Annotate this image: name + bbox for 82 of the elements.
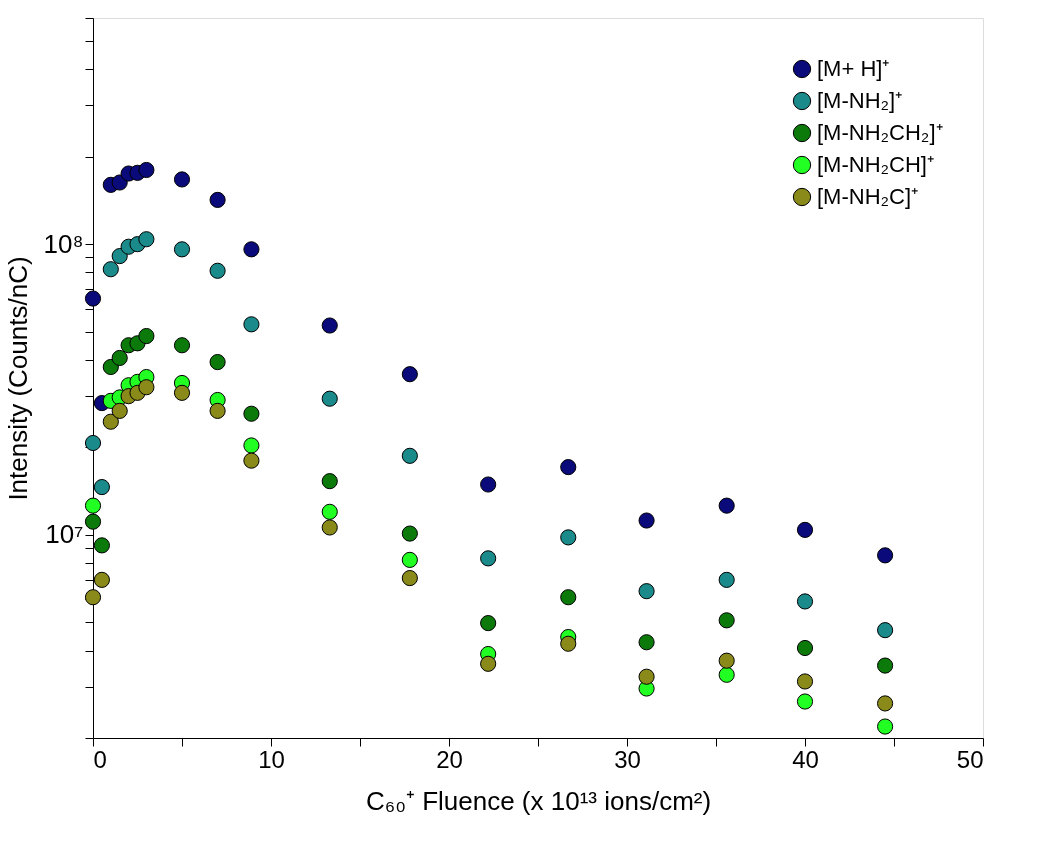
point	[111, 174, 128, 191]
point	[796, 693, 814, 710]
y-axis-title: Intensity (Counts/nC)	[2, 256, 33, 501]
point	[138, 379, 155, 396]
point	[209, 191, 226, 208]
x-tick-label: 10	[258, 745, 285, 773]
point	[877, 718, 894, 735]
point	[796, 639, 814, 657]
point	[173, 384, 191, 401]
x-tick-label: 20	[436, 745, 463, 773]
point	[138, 161, 155, 179]
point	[84, 290, 102, 307]
point	[321, 503, 338, 520]
point	[560, 635, 577, 652]
x-tick-label: 40	[792, 745, 819, 773]
x-tick-label: 30	[614, 745, 641, 773]
point	[173, 241, 191, 258]
point	[560, 589, 577, 606]
point	[796, 593, 814, 610]
point	[93, 537, 110, 554]
point	[480, 476, 497, 493]
point	[138, 327, 155, 345]
point	[638, 583, 655, 600]
x-tick-label: 50	[956, 745, 984, 773]
point	[877, 695, 894, 712]
point	[718, 571, 735, 588]
legend-label: [M-NH₂CH]⁺	[817, 152, 934, 177]
x-axis-title: C₆₀⁺ Fluence (x 10¹³ ions/cm²)	[365, 785, 712, 816]
point	[480, 655, 497, 672]
point	[138, 231, 155, 248]
point	[401, 447, 418, 464]
point	[718, 612, 735, 629]
x-tick-label: 0	[93, 745, 107, 773]
point	[796, 673, 814, 690]
point	[480, 615, 497, 632]
point	[401, 551, 418, 568]
point	[173, 171, 191, 188]
point	[560, 529, 577, 546]
point	[243, 316, 260, 333]
point	[102, 413, 119, 430]
point	[877, 657, 894, 674]
point	[401, 570, 418, 587]
y-tick-label: 10⁸	[43, 228, 84, 259]
point	[243, 437, 260, 454]
legend-label: [M-NH₂C]⁺	[817, 184, 919, 209]
point	[638, 634, 655, 651]
point	[321, 519, 338, 536]
point	[321, 317, 338, 334]
point	[93, 479, 110, 496]
point	[638, 512, 655, 529]
point	[877, 622, 894, 639]
point	[718, 666, 735, 683]
point	[84, 589, 102, 606]
point	[718, 652, 735, 669]
legend-label: [M-NH₂CH₂]⁺	[817, 120, 943, 145]
point	[560, 459, 577, 476]
point	[102, 261, 119, 278]
point	[209, 402, 226, 419]
legend-label: [M+ H]⁺	[817, 56, 890, 81]
point	[111, 402, 128, 419]
point	[718, 497, 735, 514]
point	[401, 366, 418, 383]
point	[243, 241, 260, 258]
point	[638, 668, 655, 685]
point	[796, 521, 814, 538]
point	[93, 571, 110, 588]
point	[243, 452, 260, 469]
point	[877, 547, 894, 564]
point	[84, 513, 102, 530]
point	[111, 349, 128, 367]
point	[209, 354, 226, 371]
point	[243, 405, 260, 422]
point	[209, 262, 226, 279]
point	[321, 473, 338, 490]
point	[321, 390, 338, 407]
point	[84, 434, 102, 452]
legend-label: [M-NH₂]⁺	[817, 88, 903, 113]
point	[401, 525, 418, 542]
point	[480, 550, 497, 567]
point	[84, 497, 102, 514]
point	[173, 337, 191, 354]
y-tick-label: 10⁷	[45, 519, 84, 550]
